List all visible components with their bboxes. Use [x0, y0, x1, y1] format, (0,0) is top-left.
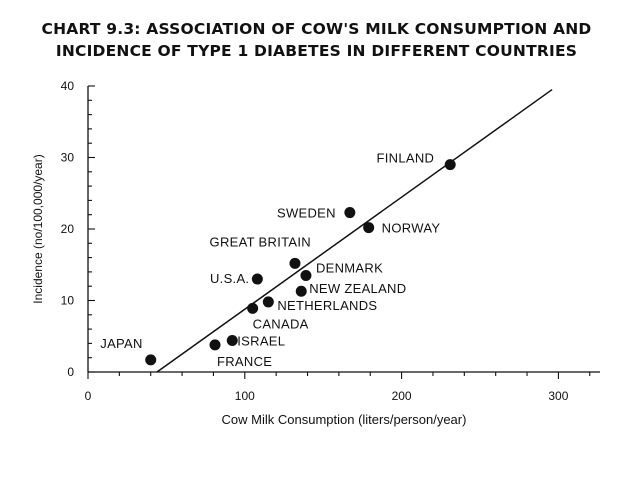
data-point [295, 285, 307, 297]
trend-line [156, 88, 553, 373]
y-tick-label: 30 [61, 151, 75, 165]
data-point [209, 339, 221, 351]
chart-title: CHART 9.3: ASSOCIATION OF COW'S MILK CON… [0, 18, 633, 62]
data-point-label: FINLAND [376, 151, 434, 166]
data-point [363, 222, 375, 234]
chart-title-line-1: CHART 9.3: ASSOCIATION OF COW'S MILK CON… [41, 20, 592, 38]
data-point-label: DENMARK [316, 260, 383, 275]
y-tick-label: 10 [61, 294, 75, 308]
x-tick-label: 200 [392, 389, 412, 403]
data-point [262, 296, 274, 308]
y-tick-label: 40 [61, 79, 75, 93]
data-points [145, 159, 456, 366]
data-point-label: NEW ZEALAND [309, 281, 406, 296]
data-point-label: SWEDEN [277, 206, 336, 221]
data-point-label: JAPAN [100, 336, 142, 351]
data-point [344, 207, 356, 219]
axes [87, 86, 600, 373]
data-point [145, 354, 157, 366]
data-point-label: GREAT BRITAIN [210, 234, 311, 249]
data-point [226, 335, 238, 347]
x-axis-label: Cow Milk Consumption (liters/person/year… [222, 412, 467, 427]
data-point [289, 257, 301, 269]
data-point [251, 273, 263, 285]
axis-ticks [87, 85, 591, 379]
y-tick-label: 0 [67, 365, 74, 379]
data-point [444, 159, 456, 171]
y-axis-label: Incidence (no/100,000/year) [31, 154, 45, 303]
data-point-label: NORWAY [382, 221, 441, 236]
x-tick-label: 300 [548, 389, 568, 403]
data-point-label: ISRAEL [237, 334, 285, 349]
chart-title-line-2: INCIDENCE OF TYPE 1 DIABETES IN DIFFEREN… [55, 42, 578, 60]
x-tick-label: 0 [85, 389, 92, 403]
data-point-label: U.S.A. [210, 271, 249, 286]
data-point-label: CANADA [253, 316, 309, 331]
data-point [300, 269, 312, 281]
data-point [247, 302, 259, 314]
axis-tick-labels: 0 10 20 30 40 0 100 200 300 [61, 79, 569, 403]
y-tick-label: 20 [61, 222, 75, 236]
point-labels: JAPAN FRANCE ISRAEL CANADA U.S.A. NETHERLANDS… [100, 151, 440, 369]
data-point-label: NETHERLANDS [277, 298, 377, 313]
data-point-label: FRANCE [217, 354, 272, 369]
x-tick-label: 100 [235, 389, 255, 403]
